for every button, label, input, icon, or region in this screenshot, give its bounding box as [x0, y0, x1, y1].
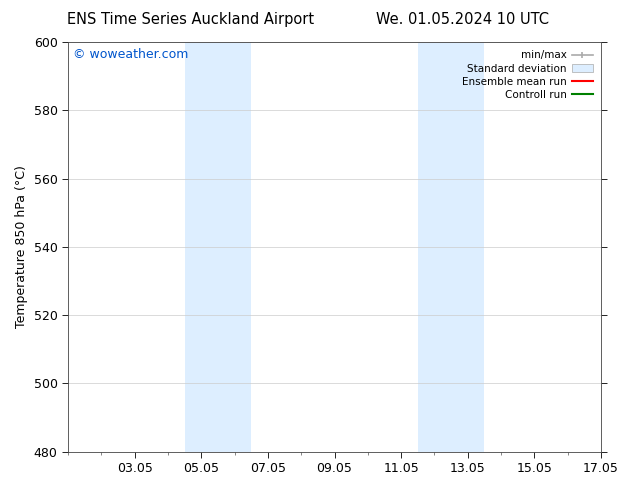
Bar [184, 42, 251, 452]
Text: We. 01.05.2024 10 UTC: We. 01.05.2024 10 UTC [377, 12, 549, 27]
Text: © woweather.com: © woweather.com [74, 48, 189, 61]
Text: ENS Time Series Auckland Airport: ENS Time Series Auckland Airport [67, 12, 314, 27]
Y-axis label: Temperature 850 hPa (°C): Temperature 850 hPa (°C) [15, 166, 28, 328]
Bar [418, 42, 484, 452]
Legend: min/max, Standard deviation, Ensemble mean run, Controll run: min/max, Standard deviation, Ensemble me… [459, 47, 596, 103]
